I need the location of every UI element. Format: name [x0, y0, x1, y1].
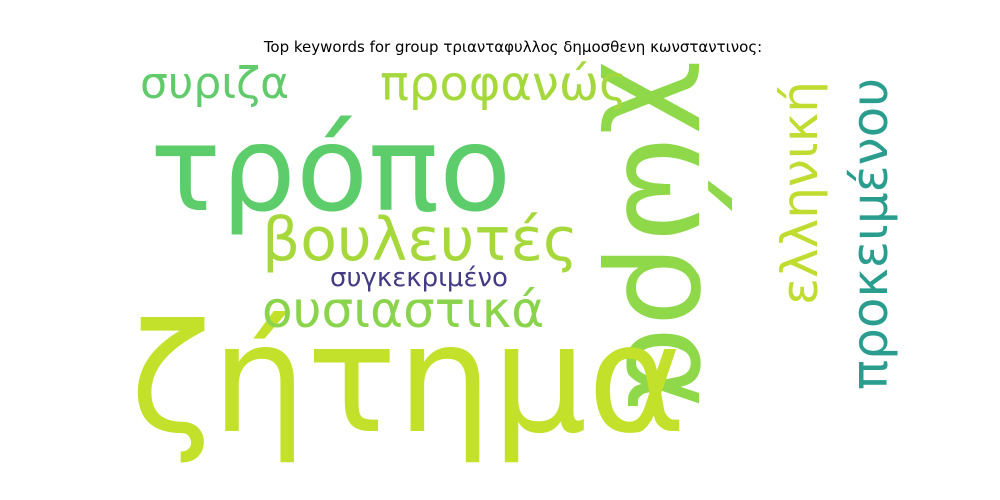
word-sygkekrimeno: συγκεκριμένο — [330, 263, 508, 293]
word-ousiastika: ουσιαστικά — [262, 281, 545, 339]
chart-title: Top keywords for group τριανταφυλλος δημ… — [263, 38, 763, 56]
word-syriza: συριζα — [140, 58, 290, 109]
word-profanos: προφανώς — [380, 56, 628, 112]
word-prokeimenou: προκειμένου — [841, 77, 899, 390]
word-zitima: ζήτημα — [130, 293, 687, 467]
word-elliniki: ελληνική — [771, 81, 829, 305]
word-vouleftes: βουλευτές — [262, 205, 579, 275]
word-tropo: τρόπο — [150, 100, 512, 238]
